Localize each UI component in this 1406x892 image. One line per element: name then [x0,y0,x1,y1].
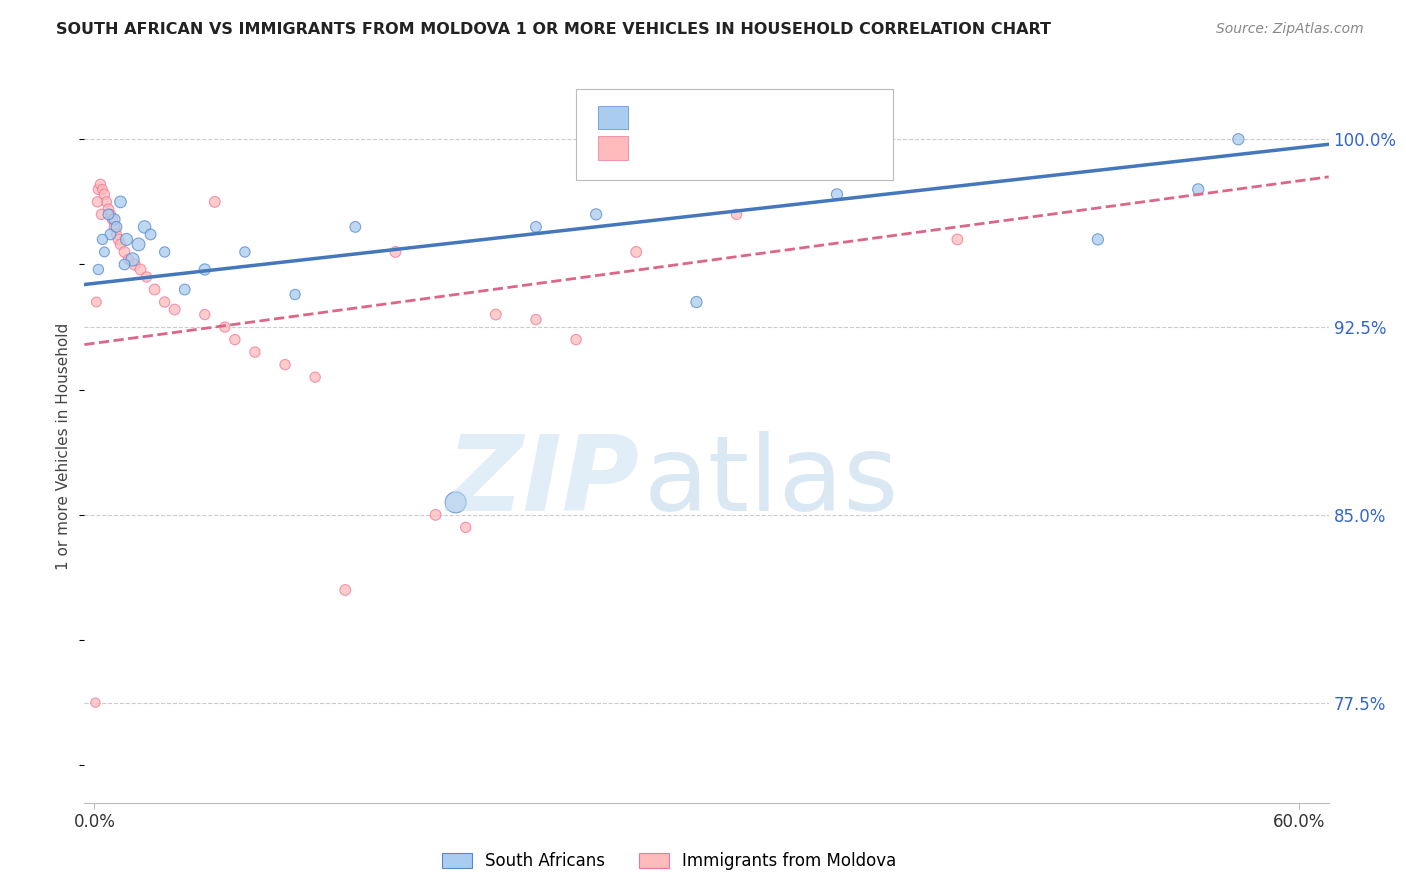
Point [344,219,367,234]
Point [86,295,108,310]
Point [134,219,156,234]
Point [103,219,125,234]
Point [110,194,132,209]
Point [114,257,136,271]
Point [284,287,307,301]
Point [101,212,124,227]
Point [425,508,447,522]
Point [93,187,115,202]
Point [173,283,195,297]
Point [143,283,166,297]
Point [114,244,136,259]
Point [444,495,467,509]
Point [626,244,648,259]
Point [100,227,122,242]
Point [163,302,186,317]
Point [93,244,115,259]
Text: R =  0.159   N = 42: R = 0.159 N = 42 [637,144,828,161]
Point [565,333,588,347]
Point [97,202,120,217]
Point [946,232,969,246]
Point [233,244,256,259]
Point [103,212,125,227]
Point [153,295,176,310]
Legend: South Africans, Immigrants from Moldova: South Africans, Immigrants from Moldova [436,846,903,877]
Point [105,227,128,242]
Point [91,232,114,246]
Point [243,345,266,359]
Point [524,312,547,326]
Point [86,194,108,209]
Point [100,207,122,221]
Point [846,157,869,171]
Text: ZIP: ZIP [447,431,640,533]
Point [524,219,547,234]
Point [485,308,508,322]
Point [121,252,143,267]
Point [194,308,217,322]
Text: atlas: atlas [644,431,900,533]
Point [129,262,152,277]
Point [84,696,107,710]
Point [110,237,132,252]
Point [87,262,110,277]
Text: SOUTH AFRICAN VS IMMIGRANTS FROM MOLDOVA 1 OR MORE VEHICLES IN HOUSEHOLD CORRELA: SOUTH AFRICAN VS IMMIGRANTS FROM MOLDOVA… [56,22,1052,37]
Point [585,207,607,221]
Point [204,194,226,209]
Point [90,207,112,221]
Point [194,262,217,277]
Point [454,520,477,534]
Point [224,333,246,347]
Point [135,270,157,285]
Point [87,182,110,196]
Point [89,178,111,192]
Text: R = 0.494   N = 28: R = 0.494 N = 28 [637,113,821,131]
Point [139,227,162,242]
Point [91,182,114,196]
Point [153,244,176,259]
Point [1087,232,1109,246]
Point [214,320,236,334]
Point [725,207,748,221]
Point [124,257,146,271]
Point [825,187,848,202]
Point [685,295,707,310]
Point [384,244,406,259]
Text: Source: ZipAtlas.com: Source: ZipAtlas.com [1216,22,1364,37]
Point [304,370,326,384]
Point [107,232,129,246]
Point [105,219,128,234]
Y-axis label: 1 or more Vehicles in Household: 1 or more Vehicles in Household [56,322,72,570]
Point [335,582,357,597]
Point [1227,132,1250,146]
Point [117,252,139,267]
Point [96,194,118,209]
Point [128,237,150,252]
Point [1187,182,1209,196]
Point [97,207,120,221]
Point [115,232,138,246]
Point [274,358,297,372]
